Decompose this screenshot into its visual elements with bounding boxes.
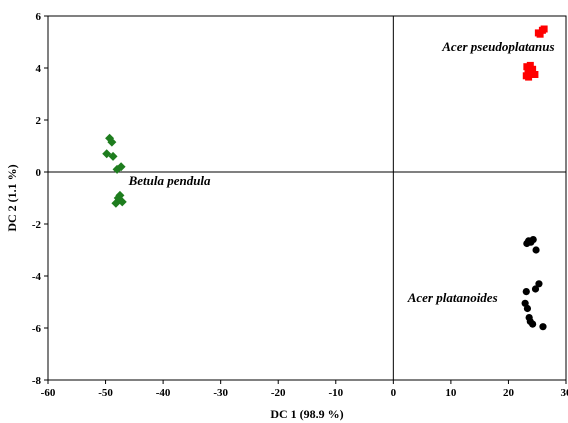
data-point-circle — [523, 239, 531, 248]
series-betula-pendula — [102, 133, 127, 208]
y-tick-label: 6 — [36, 11, 42, 23]
y-tick-label: -6 — [32, 323, 42, 335]
data-point-diamond — [113, 193, 123, 203]
series-acer-pseudoplatanus — [522, 25, 548, 81]
x-tick-label: -40 — [156, 387, 171, 399]
data-point-circle — [532, 246, 540, 254]
y-axis-label: DC 2 (1.1 %) — [5, 164, 19, 231]
data-point-circle — [539, 323, 547, 331]
series-acer-platanoides — [521, 236, 547, 331]
y-tick-label: 0 — [36, 167, 42, 179]
data-point-diamond — [107, 137, 117, 147]
x-tick-label: -50 — [98, 387, 113, 399]
y-axis-ticks: -8 -6 -4 -2 0 2 4 6 — [32, 11, 48, 387]
x-tick-label: -20 — [271, 387, 286, 399]
annotation-label: Acer pseudoplatanus — [441, 39, 554, 54]
reference-lines — [48, 16, 566, 380]
data-point-square — [526, 61, 534, 69]
x-tick-label: 0 — [391, 387, 397, 399]
data-point-diamond — [116, 162, 126, 172]
annotation-label: Acer platanoides — [407, 290, 498, 305]
data-point-circle — [531, 285, 540, 293]
data-point-circle — [535, 280, 543, 288]
data-point-square — [529, 65, 537, 73]
annotation-label: Betula pendula — [128, 173, 211, 188]
data-point-square — [531, 71, 539, 78]
x-tick-label: -60 — [41, 387, 56, 399]
x-tick-label: -30 — [213, 387, 228, 399]
x-tick-label: 10 — [445, 387, 457, 399]
data-points — [102, 25, 548, 331]
annotations: Acer pseudoplatanus Betula pendula Acer pl… — [128, 39, 555, 305]
plot-frame — [47, 15, 567, 381]
y-tick-label: -8 — [32, 375, 42, 387]
data-point-circle — [529, 320, 537, 328]
data-point-circle — [522, 288, 530, 296]
data-point-circle — [523, 304, 532, 313]
data-point-square — [525, 73, 533, 81]
data-point-square — [540, 25, 548, 33]
data-point-diamond — [108, 151, 118, 161]
y-tick-label: -4 — [32, 271, 42, 283]
x-tick-label: 30 — [561, 387, 568, 399]
x-axis-ticks: -60 -50 -40 -30 -20 -10 0 10 20 30 — [41, 380, 568, 399]
y-tick-label: 2 — [36, 115, 42, 127]
data-point-circle — [525, 314, 533, 322]
data-point-circle — [529, 236, 537, 244]
y-tick-label: -2 — [32, 219, 42, 231]
x-axis-label: DC 1 (98.9 %) — [270, 407, 343, 421]
x-tick-label: 20 — [503, 387, 515, 399]
data-point-square — [536, 30, 544, 38]
x-tick-label: -10 — [328, 387, 343, 399]
y-tick-label: 4 — [36, 63, 42, 75]
